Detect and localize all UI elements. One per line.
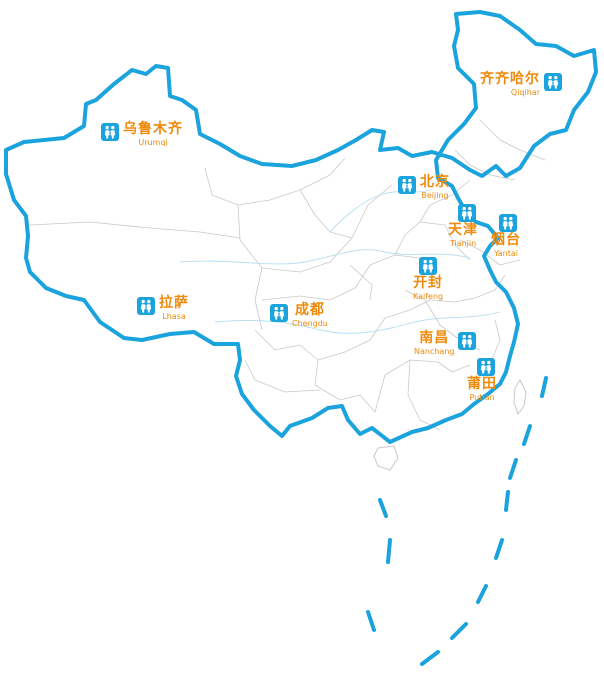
city-chengdu: 成都 Chengdu — [270, 303, 328, 328]
two-children-icon — [101, 123, 119, 141]
city-beijing: 北京 Beijing — [398, 175, 450, 200]
city-name-zh: 莆田 — [467, 376, 497, 392]
city-name-zh: 南昌 — [419, 330, 450, 346]
city-kaifeng: 开封 Kaifeng — [413, 256, 443, 301]
two-children-icon — [458, 332, 477, 350]
city-putian: 莆田 Putian — [467, 357, 497, 402]
city-name-zh: 成都 — [294, 302, 325, 318]
national-border — [4, 10, 598, 444]
city-name-en: Yantai — [493, 249, 519, 258]
city-name-en: Urumqi — [138, 138, 168, 147]
city-name-zh: 拉萨 — [159, 295, 189, 311]
city-name-en: Tianjin — [449, 239, 477, 248]
city-name-en: Nanchang — [414, 347, 455, 356]
city-name-en: Lhasa — [162, 312, 186, 321]
city-qiqihar: 齐齐哈尔 Qiqihar — [480, 72, 562, 97]
city-name-zh: 烟台 — [491, 232, 521, 248]
city-urumqi: 乌鲁木齐 Urumqi — [101, 122, 183, 147]
city-name-zh: 北京 — [420, 174, 450, 190]
two-children-icon — [137, 297, 155, 315]
city-name-zh: 天津 — [448, 222, 478, 238]
city-name-en: Beijing — [421, 191, 449, 200]
rivers — [179, 189, 501, 334]
two-children-icon — [419, 257, 438, 275]
city-name-en: Chengdu — [292, 319, 328, 328]
city-tianjin: 天津 Tianjin — [448, 203, 478, 248]
city-name-zh: 开封 — [413, 275, 444, 291]
city-name-zh: 齐齐哈尔 — [480, 71, 540, 87]
two-children-icon — [477, 358, 495, 376]
nine-dash-line — [366, 376, 548, 666]
two-children-icon — [499, 214, 517, 232]
city-name-en: Qiqihar — [510, 88, 540, 97]
two-children-icon — [458, 204, 476, 222]
two-children-icon — [270, 304, 288, 322]
city-name-en: Putian — [469, 393, 495, 402]
city-lhasa: 拉萨 Lhasa — [137, 296, 189, 321]
city-yantai: 烟台 Yantai — [491, 213, 521, 258]
province-boundaries — [29, 119, 546, 431]
two-children-icon — [398, 176, 416, 194]
island-hainan — [373, 445, 399, 471]
two-children-icon — [544, 73, 562, 91]
island-taiwan — [513, 378, 527, 416]
city-name-en: Kaifeng — [413, 292, 444, 301]
city-name-zh: 乌鲁木齐 — [123, 121, 183, 137]
city-nanchang: 南昌 Nanchang — [414, 330, 477, 356]
